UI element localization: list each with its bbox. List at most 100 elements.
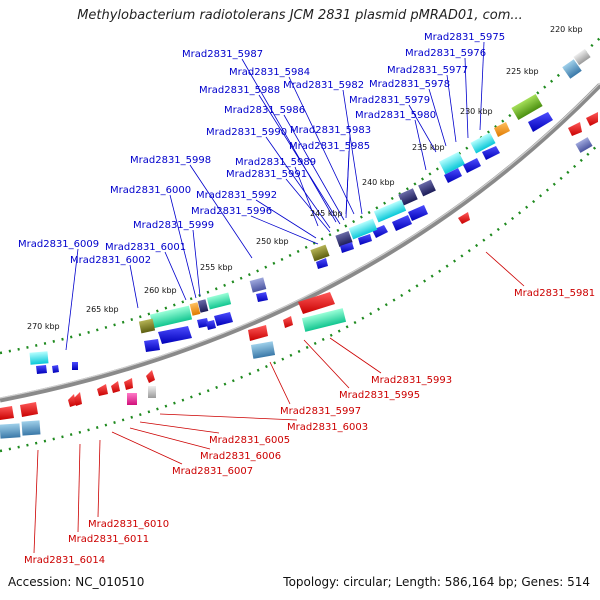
- leader-line: [269, 361, 291, 405]
- gene-arrow: [144, 339, 160, 352]
- leader-line: [65, 248, 79, 351]
- gene-label-forward: Mrad2831_5978: [369, 79, 450, 90]
- leader-line: [283, 114, 345, 221]
- gene-label-forward: Mrad2831_5999: [133, 220, 214, 231]
- gene-label-forward: Mrad2831_5977: [387, 65, 468, 76]
- leader-line: [33, 449, 39, 554]
- gene-label-forward: Mrad2831_5976: [405, 48, 486, 59]
- gene-label-reverse: Mrad2831_5995: [339, 390, 420, 401]
- ruler-label: 225 kbp: [506, 67, 539, 76]
- gene-block: [189, 302, 201, 316]
- gene-arrow: [248, 325, 268, 341]
- leader-line: [345, 150, 350, 219]
- map-title: Methylobacterium radiotolerans JCM 2831 …: [77, 8, 523, 23]
- gene-label-forward: Mrad2831_5992: [196, 190, 277, 201]
- gene-block: [197, 299, 209, 313]
- gene-label-reverse: Mrad2831_5993: [371, 375, 452, 386]
- gene-arrow: [68, 394, 76, 407]
- gene-label-forward: Mrad2831_5988: [199, 85, 280, 96]
- gene-label-reverse: Mrad2831_6011: [68, 534, 149, 545]
- gene-arrow: [340, 242, 354, 253]
- gene-arrow: [36, 365, 47, 374]
- gene-arrow: [256, 292, 268, 302]
- ruler-label: 240 kbp: [362, 178, 395, 187]
- gene-label-forward: Mrad2831_5985: [289, 141, 370, 152]
- gene-block: [301, 308, 347, 332]
- gene-label-reverse: Mrad2831_6014: [24, 555, 105, 566]
- gene-arrow: [20, 402, 38, 417]
- forward-gene-labels: Mrad2831_5975 Mrad2831_5976 Mrad2831_5977 M…: [18, 32, 505, 266]
- gene-arrow: [158, 326, 192, 344]
- gene-block: [21, 420, 41, 436]
- gene-arrow: [358, 234, 372, 245]
- gene-block: [310, 244, 330, 262]
- gene-arrow: [568, 122, 582, 136]
- ruler-label: 245 kbp: [310, 209, 343, 218]
- leader-line: [446, 74, 457, 143]
- leader-line: [342, 89, 363, 215]
- gene-label-forward: Mrad2831_6000: [110, 185, 191, 196]
- leader-line: [288, 76, 355, 215]
- gene-arrow: [52, 365, 59, 373]
- leader-line: [485, 251, 525, 287]
- gene-block: [573, 48, 591, 66]
- leader-line: [139, 421, 220, 434]
- leader-line: [464, 57, 469, 139]
- gene-block: [511, 93, 543, 121]
- label-leader-lines: [33, 41, 525, 554]
- ruler-label: 250 kbp: [256, 237, 289, 246]
- ruler-label: 260 kbp: [144, 286, 177, 295]
- gene-block: [127, 393, 137, 405]
- gene-block: [149, 305, 193, 329]
- gene-arrow: [111, 381, 120, 393]
- gene-label-forward: Mrad2831_5990: [206, 127, 287, 138]
- gene-arrow: [458, 212, 470, 224]
- leader-line: [285, 178, 331, 233]
- leader-line: [265, 136, 331, 229]
- gene-label-forward: Mrad2831_5975: [424, 32, 505, 43]
- ruler-label: 220 kbp: [550, 25, 583, 34]
- gene-label-forward: Mrad2831_5980: [355, 110, 436, 121]
- gene-block: [206, 292, 232, 310]
- gene-label-reverse: Mrad2831_5997: [280, 406, 361, 417]
- gene-arrow: [283, 316, 293, 328]
- genome-summary-text: Topology: circular; Length: 586,164 bp; …: [283, 575, 590, 589]
- gene-label-forward: Mrad2831_5987: [182, 49, 263, 60]
- leader-line: [129, 427, 211, 450]
- gene-arrow: [0, 406, 14, 420]
- gene-arrow: [586, 112, 598, 126]
- gene-arrow: [74, 392, 82, 406]
- gene-block: [335, 230, 353, 248]
- gene-label-reverse: Mrad2831_5981: [514, 288, 595, 299]
- gene-label-reverse: Mrad2831_6010: [88, 519, 169, 530]
- gene-block: [418, 179, 436, 197]
- gene-block: [249, 277, 267, 293]
- leader-line: [255, 199, 317, 239]
- genome-backbone: [0, 83, 600, 403]
- gene-arrow: [463, 158, 481, 173]
- leader-line: [428, 88, 447, 147]
- inner-tick-arc: [0, 142, 600, 453]
- gene-block: [439, 151, 465, 175]
- gene-label-forward: Mrad2831_5996: [191, 206, 272, 217]
- gene-arrow: [372, 225, 388, 238]
- gene-arrow: [494, 122, 510, 137]
- gene-arrow: [206, 320, 216, 330]
- gene-arrow: [482, 146, 500, 160]
- gene-arrow: [298, 292, 335, 314]
- forward-genes: [29, 48, 591, 374]
- gene-block: [575, 137, 593, 153]
- gene-label-forward: Mrad2831_5986: [224, 105, 305, 116]
- ruler-label: 265 kbp: [86, 305, 119, 314]
- gene-block: [0, 423, 21, 439]
- gene-label-forward: Mrad2831_5984: [229, 67, 310, 78]
- gene-arrow: [72, 362, 78, 370]
- gene-arrow: [528, 112, 553, 132]
- gene-label-forward: Mrad2831_5991: [226, 169, 307, 180]
- gene-arrow: [214, 312, 233, 326]
- gene-arrow: [444, 168, 462, 183]
- gene-block: [250, 341, 276, 359]
- leader-line: [303, 339, 350, 389]
- gene-arrow: [408, 205, 428, 221]
